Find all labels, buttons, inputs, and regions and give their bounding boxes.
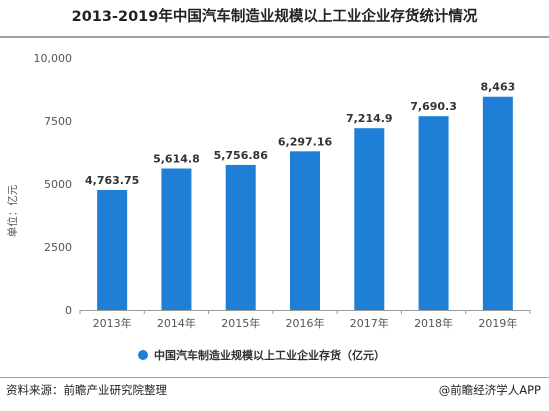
legend: 中国汽车制造业规模以上工业企业存货（亿元） <box>138 348 385 362</box>
x-tick-label: 2017年 <box>350 316 389 330</box>
bar-data-label: 5,756.86 <box>214 149 269 162</box>
x-tick-label: 2016年 <box>286 316 325 330</box>
bar-data-label: 5,614.8 <box>153 153 200 166</box>
y-tick-label: 10,000 <box>34 52 73 65</box>
bar-data-labels: 4,763.75 5,614.8 5,756.86 6,297.16 7,214.9 7,… <box>85 81 515 187</box>
y-tick-label: 7500 <box>44 115 72 128</box>
bar <box>225 164 256 310</box>
chart-title: 2013-2019年中国汽车制造业规模以上工业企业存货统计情况 <box>71 9 478 25</box>
bar-data-label: 4,763.75 <box>85 174 139 187</box>
bar-data-label: 7,214.9 <box>346 112 393 125</box>
x-axis: 2013年 2014年 2015年 2016年 2017年 2018年 2019年 <box>79 310 531 330</box>
bar <box>161 168 192 310</box>
x-tick-label: 2018年 <box>414 316 453 330</box>
bars <box>97 96 513 311</box>
y-axis-title: 单位：亿元 <box>6 184 19 237</box>
bar-chart: 0 2500 5000 7500 10,000 2013年 2014年 2015年 2016年… <box>6 52 531 362</box>
bar <box>354 128 385 310</box>
footer-divider <box>0 377 549 378</box>
y-axis: 0 2500 5000 7500 10,000 <box>34 52 73 317</box>
x-tick-label: 2014年 <box>157 316 196 330</box>
bar <box>97 189 128 310</box>
source-note: 资料来源：前瞻产业研究院整理 <box>6 383 167 397</box>
x-tick-label: 2013年 <box>93 316 132 330</box>
x-tick-label: 2015年 <box>221 316 260 330</box>
bar <box>482 96 513 311</box>
bar-data-label: 7,690.3 <box>410 100 457 113</box>
credit-note: @前瞻经济学人APP <box>438 383 541 397</box>
bar-data-label: 6,297.16 <box>278 135 333 148</box>
y-tick-label: 2500 <box>44 241 72 254</box>
bar <box>290 151 320 310</box>
bar-data-label: 8,463 <box>480 81 515 94</box>
y-tick-label: 0 <box>65 304 72 317</box>
y-tick-label: 5000 <box>44 178 72 191</box>
legend-label: 中国汽车制造业规模以上工业企业存货（亿元） <box>154 348 385 362</box>
bar <box>418 116 449 310</box>
legend-marker <box>138 350 148 360</box>
title-divider <box>0 36 549 38</box>
x-tick-label: 2019年 <box>478 316 517 330</box>
